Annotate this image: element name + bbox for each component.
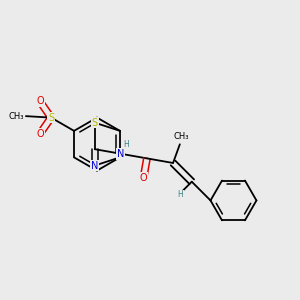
Text: CH₃: CH₃	[9, 112, 25, 121]
Text: N: N	[117, 149, 124, 159]
Text: S: S	[92, 118, 98, 128]
Text: CH₃: CH₃	[174, 132, 189, 141]
Text: O: O	[140, 173, 147, 183]
Text: H: H	[178, 190, 183, 199]
Text: O: O	[36, 129, 44, 139]
Text: S: S	[48, 112, 54, 123]
Text: H: H	[123, 140, 129, 149]
Text: O: O	[36, 96, 44, 106]
Text: N: N	[91, 160, 98, 171]
